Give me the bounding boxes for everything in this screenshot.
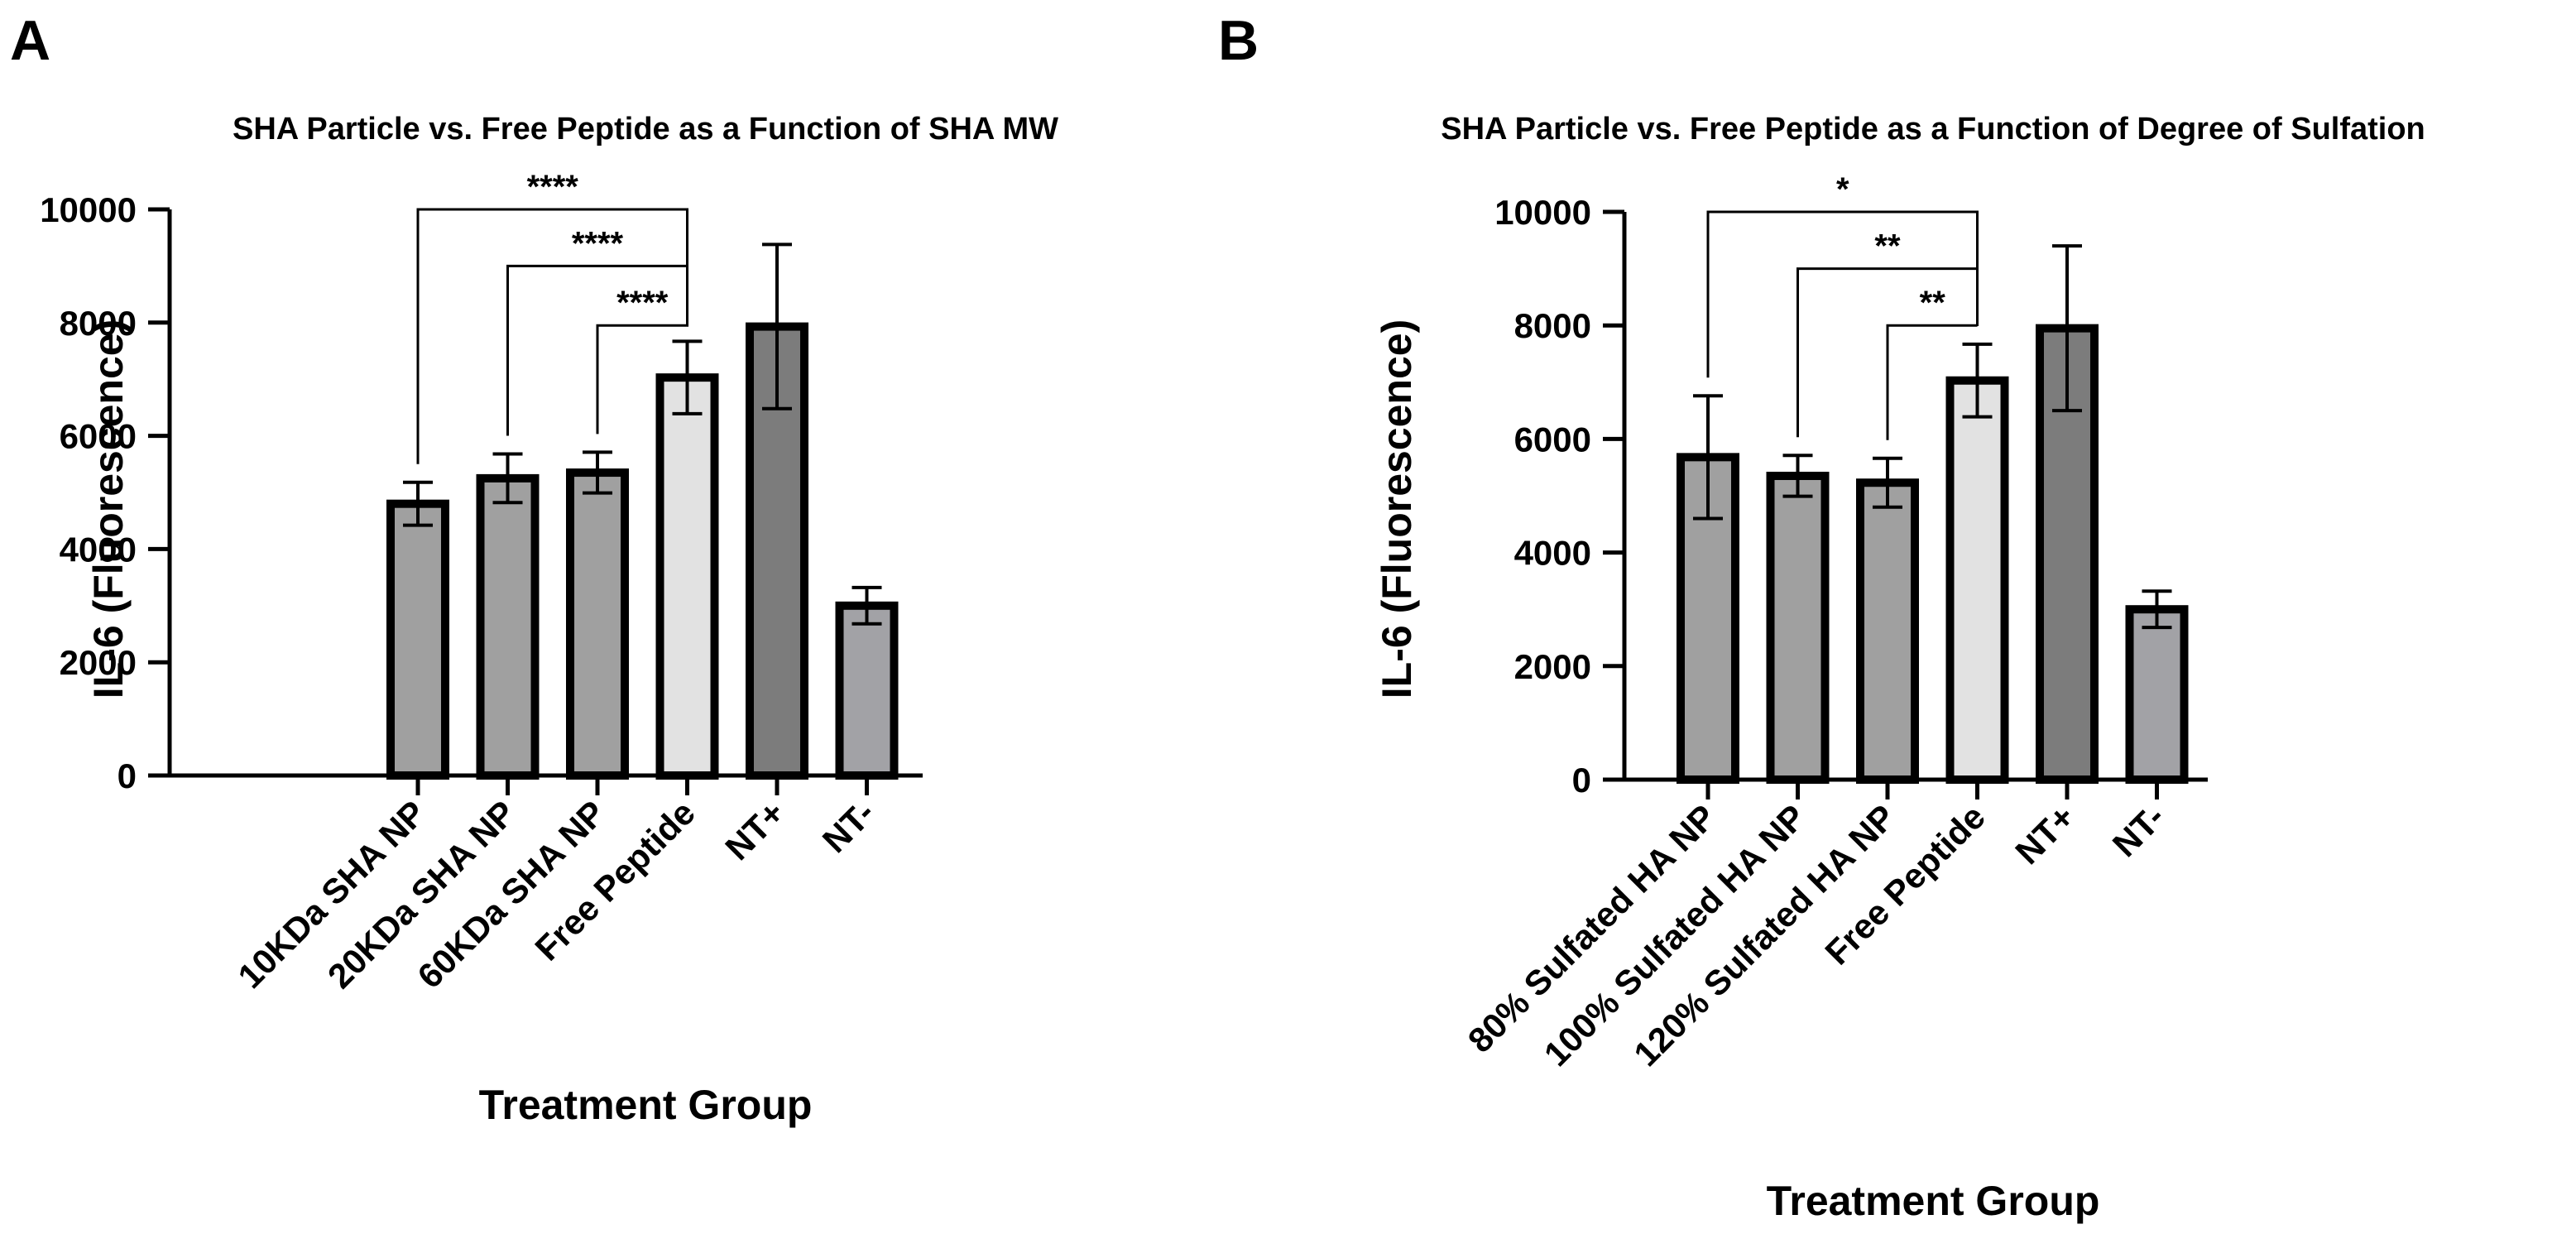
significance-bracket-a-2 xyxy=(506,264,688,436)
significance-bracket-a-3 xyxy=(596,323,688,435)
y-tick-label-a: 2000 xyxy=(60,643,137,682)
significance-label-b-2: ** xyxy=(1874,228,1901,265)
significance-label-a-1: **** xyxy=(527,169,579,205)
chart-title-b: SHA Particle vs. Free Peptide as a Funct… xyxy=(1441,112,2425,146)
significance-label-b-3: ** xyxy=(1920,285,1946,321)
significance-label-b-1: * xyxy=(1836,171,1849,208)
y-tick-label-b: 0 xyxy=(1572,761,1591,799)
error-bar-a-1 xyxy=(403,480,433,527)
significance-bracket-b-3 xyxy=(1886,324,1979,440)
panel-b: B SHA Particle vs. Free Peptide as a Fun… xyxy=(1218,9,2425,1224)
bar-b-4 xyxy=(1945,376,2009,784)
panel-letter-a: A xyxy=(10,9,50,72)
error-bar-a-6 xyxy=(851,585,882,626)
bar-a-6 xyxy=(835,601,899,780)
error-bar-a-3 xyxy=(583,450,612,495)
significance-bracket-b-2 xyxy=(1796,267,1979,438)
bar-b-3 xyxy=(1856,478,1919,784)
error-bar-a-2 xyxy=(492,452,523,505)
x-axis-title-a: Treatment Group xyxy=(479,1082,813,1128)
panel-letter-b: B xyxy=(1218,9,1259,72)
x-axis-title-b: Treatment Group xyxy=(1767,1178,2100,1224)
chart-title-a: SHA Particle vs. Free Peptide as a Funct… xyxy=(233,112,1058,146)
error-bar-a-5 xyxy=(762,242,792,411)
significance-label-a-2: **** xyxy=(572,225,624,262)
bar-b-6 xyxy=(2125,605,2189,785)
category-label-b-5: NT+ xyxy=(2008,797,2082,871)
error-bar-b-5 xyxy=(2052,244,2082,413)
y-tick-label-b: 10000 xyxy=(1494,193,1591,232)
error-bar-b-2 xyxy=(1782,454,1813,498)
error-bar-b-6 xyxy=(2142,589,2172,630)
y-tick-label-a: 6000 xyxy=(60,417,137,456)
y-tick-label-a: 4000 xyxy=(60,530,137,569)
y-tick-label-b: 8000 xyxy=(1514,306,1591,345)
y-tick-label-b: 2000 xyxy=(1514,647,1591,686)
y-tick-label-a: 0 xyxy=(118,756,137,795)
category-label-a-4: Free Peptide xyxy=(527,793,702,968)
category-label-b-6: NT- xyxy=(2105,797,2172,864)
significance-bracket-a-1 xyxy=(416,208,688,464)
error-bar-a-4 xyxy=(672,339,703,415)
category-label-a-5: NT+ xyxy=(717,793,792,867)
significance-label-a-3: **** xyxy=(616,285,669,321)
y-tick-label-b: 4000 xyxy=(1514,534,1591,573)
category-label-b-4: Free Peptide xyxy=(1817,797,1992,972)
panel-a: A SHA Particle vs. Free Peptide as a Fun… xyxy=(10,9,1058,1128)
bar-b-2 xyxy=(1766,471,1830,784)
y-tick-label-a: 10000 xyxy=(40,190,137,229)
bar-a-2 xyxy=(476,473,540,780)
bar-a-1 xyxy=(386,499,449,780)
y-tick-label-b: 6000 xyxy=(1514,420,1591,459)
error-bar-b-1 xyxy=(1693,394,1723,521)
error-bar-b-4 xyxy=(1962,342,1993,419)
bar-a-3 xyxy=(566,468,629,780)
y-axis-title-a: IL-6 (Fluorescence) xyxy=(85,319,132,699)
bar-a-4 xyxy=(655,373,719,780)
error-bar-b-3 xyxy=(1873,456,1902,509)
y-tick-label-a: 8000 xyxy=(60,304,137,343)
category-label-a-6: NT- xyxy=(815,793,882,860)
y-axis-title-b: IL-6 (Fluorescence) xyxy=(1374,319,1420,699)
